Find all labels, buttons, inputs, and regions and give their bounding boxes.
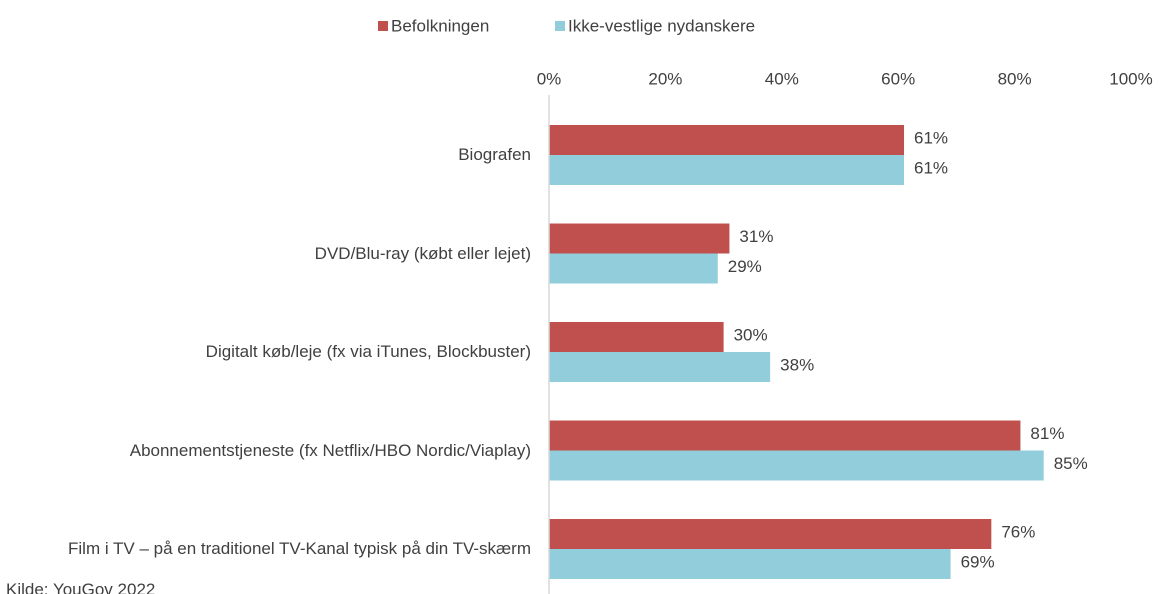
value-label: 38%	[780, 355, 814, 374]
y-tick-label: Film i TV – på en traditionel TV-Kanal t…	[68, 539, 531, 558]
value-label: 85%	[1054, 454, 1088, 473]
legend-swatch	[378, 21, 388, 31]
bar	[549, 549, 951, 579]
y-tick-label: Biografen	[458, 145, 531, 164]
x-tick-label: 0%	[537, 69, 562, 88]
bar	[549, 125, 905, 155]
value-label: 61%	[914, 158, 948, 177]
x-tick-label: 40%	[765, 69, 799, 88]
y-tick-label: DVD/Blu-ray (købt eller lejet)	[314, 243, 531, 263]
value-label: 76%	[1001, 522, 1035, 541]
value-label: 30%	[734, 325, 768, 344]
value-label: 61%	[914, 128, 948, 147]
bar	[549, 155, 905, 185]
value-label: 81%	[1030, 424, 1064, 443]
y-tick-label: Digitalt køb/leje (fx via iTunes, Blockb…	[205, 342, 531, 361]
x-tick-label: 80%	[998, 69, 1032, 88]
x-tick-label: 20%	[648, 69, 682, 88]
value-label: 29%	[728, 257, 762, 276]
legend-swatch	[555, 21, 565, 31]
value-label: 31%	[739, 227, 773, 246]
bar	[549, 253, 718, 284]
y-tick-label: Abonnementstjeneste (fx Netflix/HBO Nord…	[129, 440, 531, 460]
x-tick-label: 60%	[881, 69, 915, 88]
legend-label: Ikke-vestlige nydanskere	[568, 16, 755, 35]
bar	[549, 450, 1044, 481]
legend-label: Befolkningen	[391, 16, 489, 35]
bar	[549, 519, 992, 549]
source: Kilde: YouGov 2022	[6, 580, 156, 594]
x-tick-label: 100%	[1109, 69, 1152, 88]
bar	[549, 322, 724, 352]
bar	[549, 223, 730, 254]
value-label: 69%	[961, 552, 995, 571]
bar	[549, 420, 1021, 451]
bar	[549, 352, 771, 382]
